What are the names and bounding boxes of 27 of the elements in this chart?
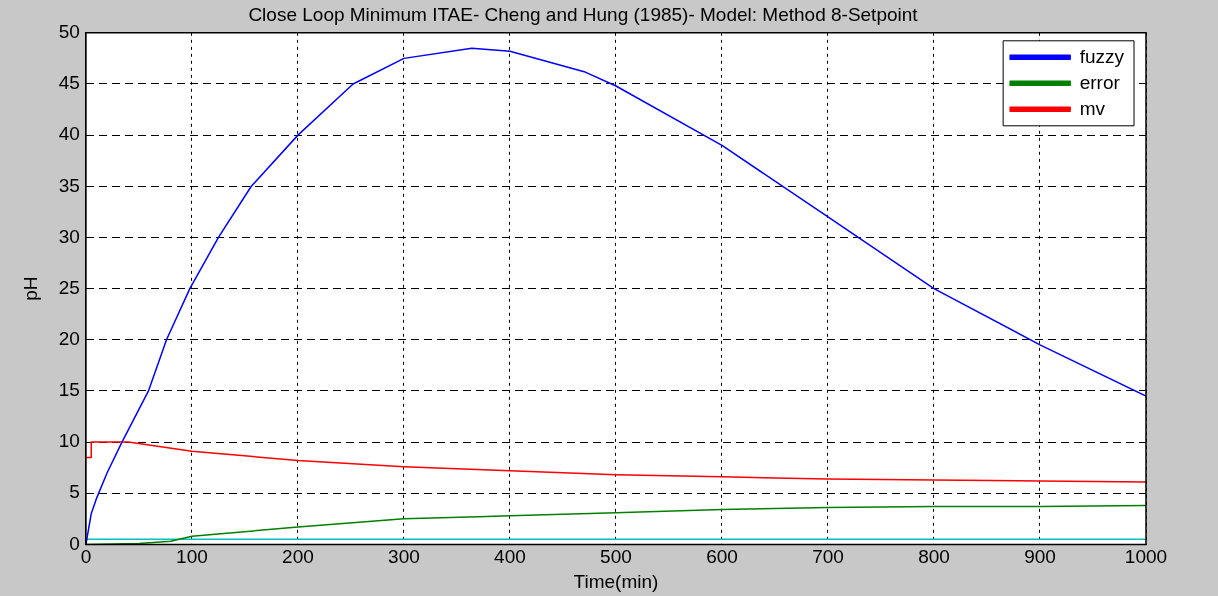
x-tick-label: 900 xyxy=(1024,546,1056,568)
y-tick-label: 35 xyxy=(58,174,80,196)
x-tick-label: 700 xyxy=(812,546,844,568)
x-tick-label: 400 xyxy=(494,546,526,568)
x-tick-label: 600 xyxy=(706,546,738,568)
x-tick-label: 100 xyxy=(176,546,208,568)
legend-label: error xyxy=(1079,71,1121,93)
chart-title: Close Loop Minimum ITAE- Cheng and Hung (1985)- Model: Method 8-Setpoint xyxy=(248,3,919,25)
y-tick-label: 30 xyxy=(58,225,80,247)
y-tick-label: 20 xyxy=(58,327,80,349)
x-tick-label: 300 xyxy=(388,546,420,568)
legend-label: mv xyxy=(1079,97,1106,119)
x-tick-label: 500 xyxy=(600,546,632,568)
legend-label: fuzzy xyxy=(1079,45,1125,67)
y-tick-label: 50 xyxy=(58,21,80,43)
y-tick-label: 40 xyxy=(58,123,80,145)
x-tick-label: 800 xyxy=(918,546,950,568)
x-axis-title: Time(min) xyxy=(573,570,659,592)
x-tick-label: 1000 xyxy=(1124,546,1168,568)
y-tick-label: 45 xyxy=(58,72,80,94)
y-tick-label: 0 xyxy=(69,532,80,554)
y-tick-label: 25 xyxy=(58,276,80,298)
y-tick-label: 5 xyxy=(69,481,80,503)
y-tick-label: 15 xyxy=(58,379,80,401)
y-tick-label: 10 xyxy=(58,430,80,452)
y-axis-title: pH xyxy=(19,276,41,301)
x-tick-label: 200 xyxy=(282,546,314,568)
